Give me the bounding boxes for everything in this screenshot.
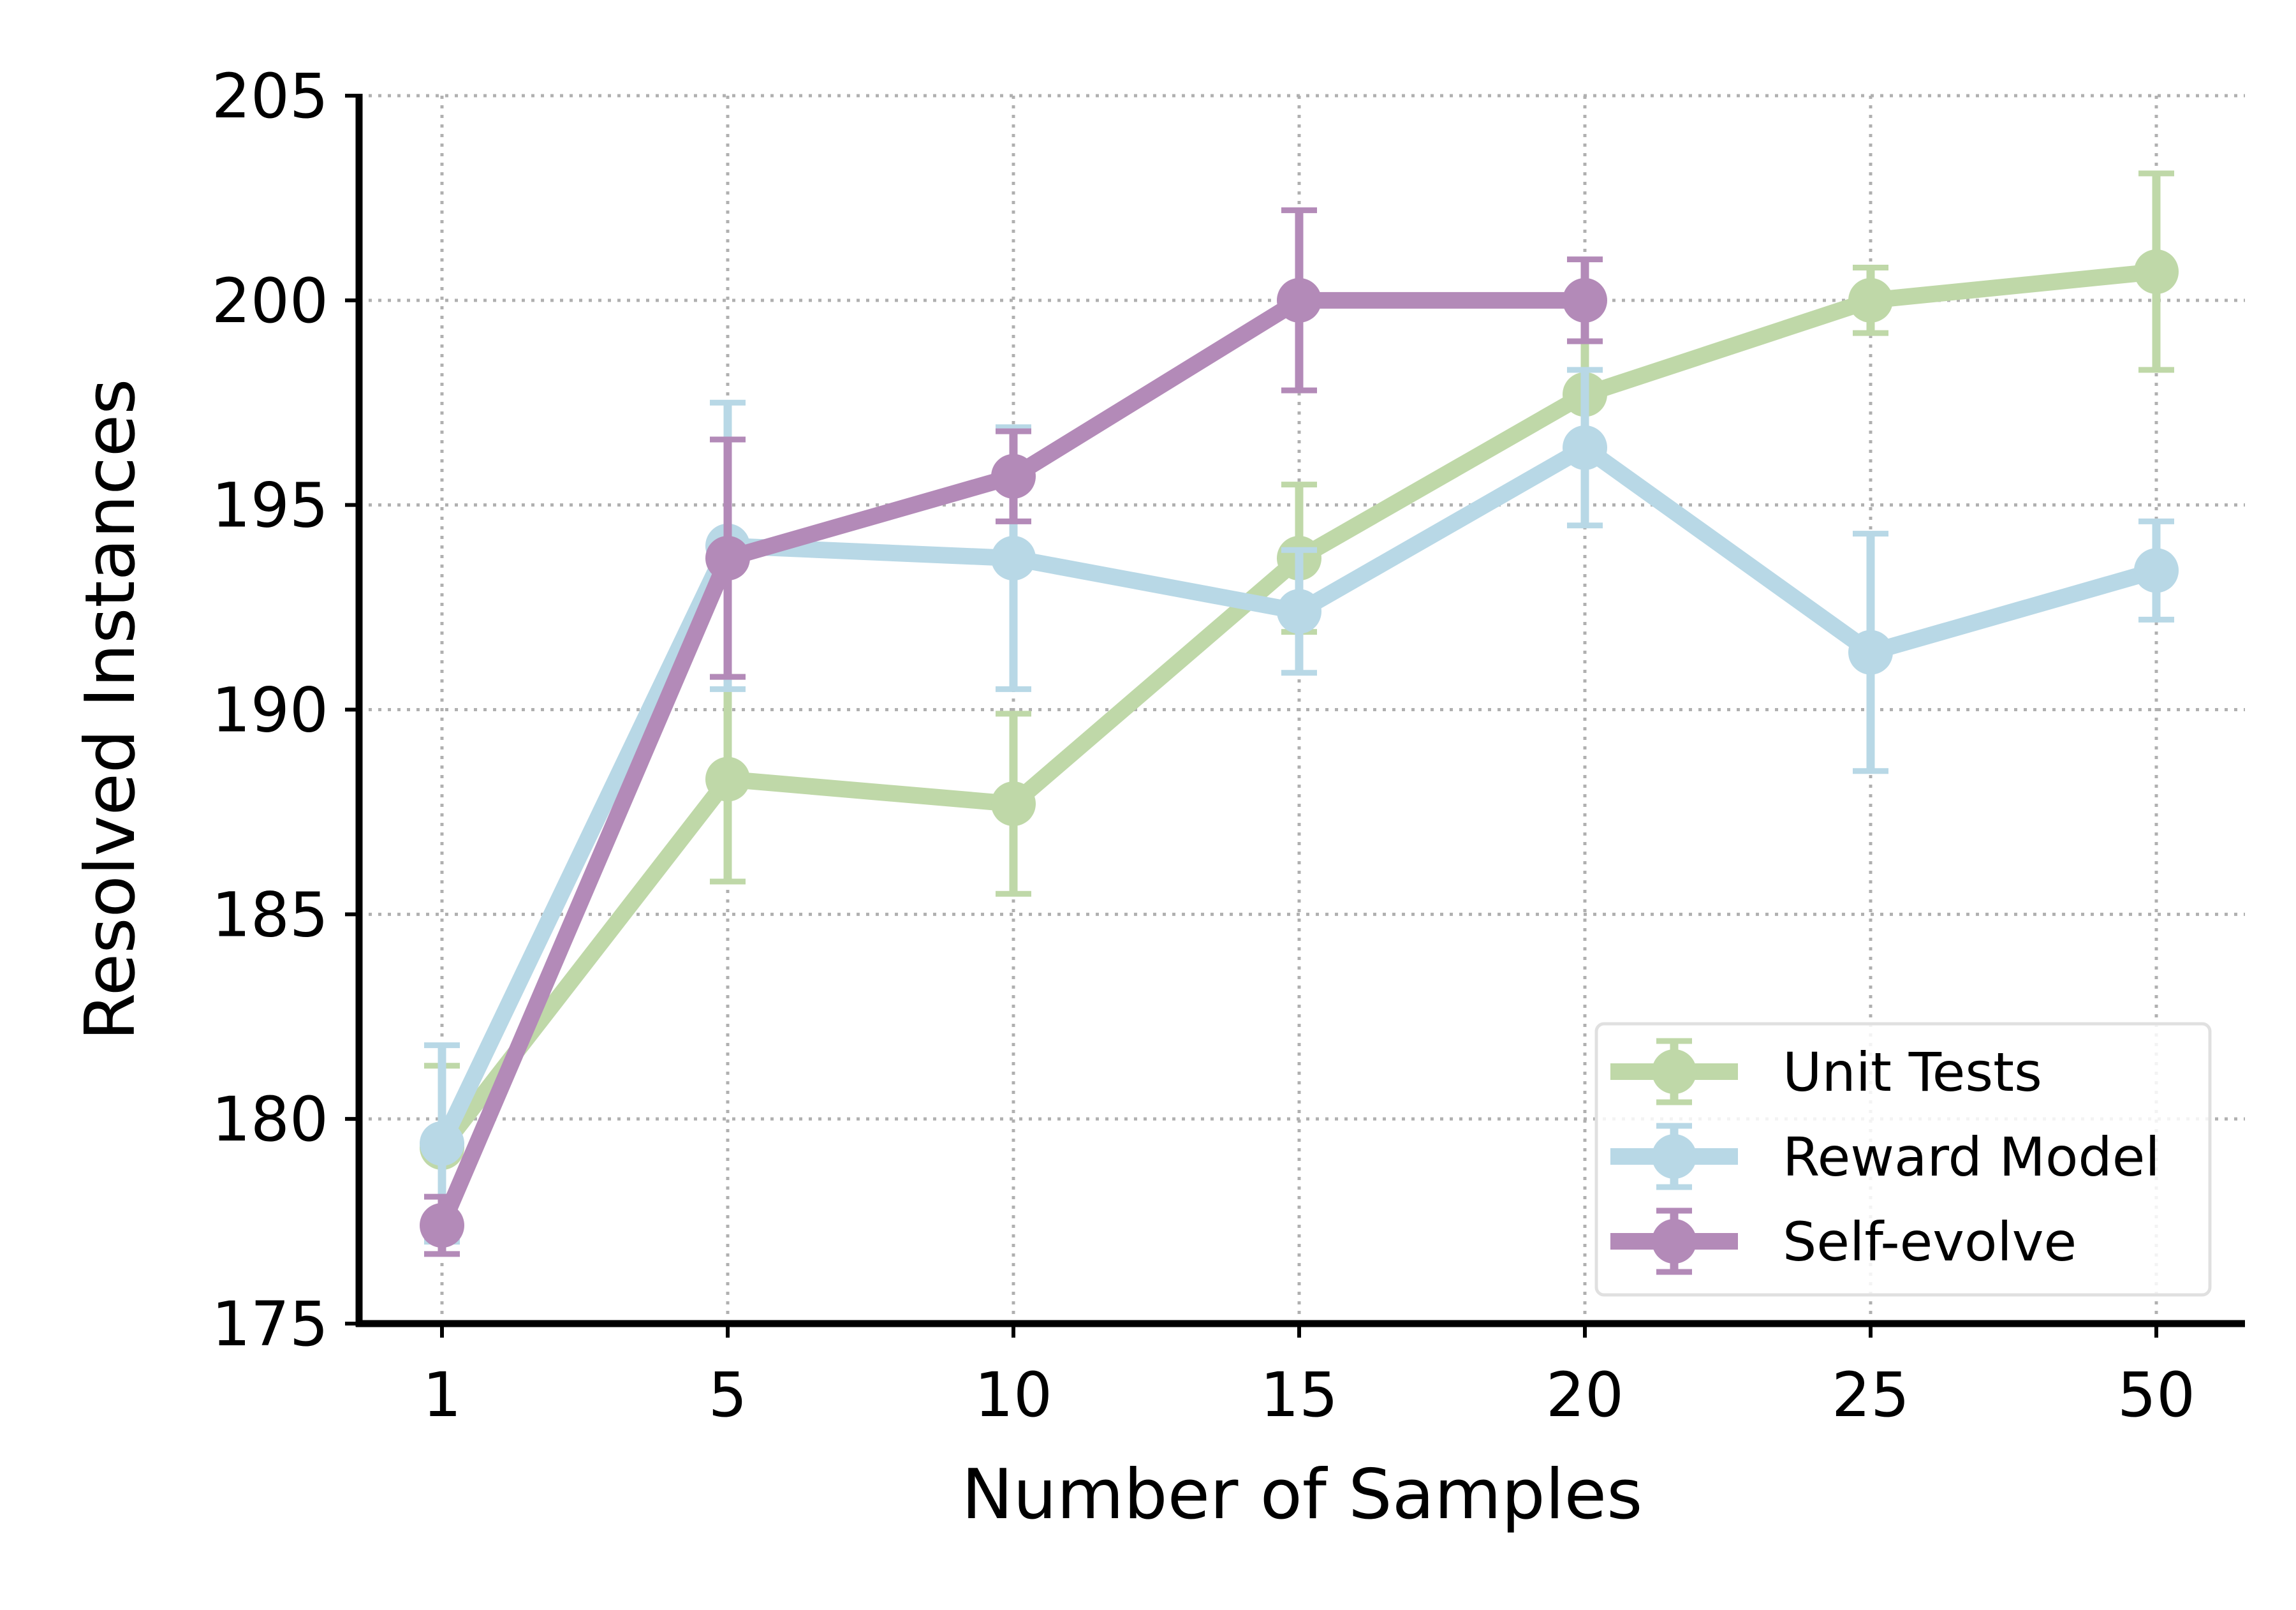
- legend-label: Unit Tests: [1783, 1041, 2042, 1104]
- x-tick-label: 50: [2117, 1359, 2195, 1431]
- x-tick-label: 1: [422, 1359, 461, 1431]
- data-point: [705, 536, 750, 581]
- data-point: [705, 757, 750, 802]
- data-point: [991, 454, 1036, 499]
- legend-marker: [1652, 1219, 1696, 1264]
- data-point: [2134, 548, 2179, 593]
- y-tick-label: 195: [212, 470, 328, 542]
- data-point: [420, 1121, 464, 1166]
- series-layer: [420, 170, 2179, 1257]
- legend-item: Reward Model: [1610, 1123, 2160, 1190]
- data-point: [1277, 277, 1321, 323]
- legend-box: [1594, 1022, 2212, 1297]
- y-tick-label: 180: [212, 1084, 328, 1155]
- y-tick-label: 205: [212, 61, 328, 132]
- y-tick-label: 185: [212, 879, 328, 950]
- x-tick-label: 25: [1832, 1359, 1910, 1431]
- data-point: [1563, 425, 1607, 470]
- legend: Unit Tests Reward Model Self-evolve: [1594, 1022, 2212, 1297]
- data-point: [1848, 277, 1893, 323]
- x-tick-label: 20: [1546, 1359, 1624, 1431]
- legend-item: Unit Tests: [1610, 1038, 2042, 1105]
- data-point: [1563, 277, 1607, 323]
- data-point: [1848, 630, 1893, 675]
- x-tick-label: 10: [975, 1359, 1052, 1431]
- data-point: [420, 1203, 464, 1248]
- legend-marker: [1652, 1134, 1696, 1179]
- y-axis-title: Resolved Instances: [71, 379, 151, 1041]
- data-point: [2134, 249, 2179, 294]
- data-point: [991, 781, 1036, 827]
- y-tick-label: 190: [212, 675, 328, 746]
- x-tick-label: 5: [708, 1359, 747, 1431]
- y-tick-label: 175: [212, 1289, 328, 1360]
- legend-item: Self-evolve: [1610, 1208, 2077, 1275]
- x-axis-title: Number of Samples: [962, 1455, 1643, 1535]
- legend-label: Self-evolve: [1783, 1211, 2077, 1273]
- data-point: [991, 536, 1036, 581]
- y-tick-label: 200: [212, 265, 328, 337]
- legend-label: Reward Model: [1783, 1126, 2160, 1188]
- data-point: [1277, 589, 1321, 634]
- x-tick-label: 15: [1260, 1359, 1338, 1431]
- series-self-evolve: [420, 207, 1607, 1257]
- legend-marker: [1652, 1049, 1696, 1094]
